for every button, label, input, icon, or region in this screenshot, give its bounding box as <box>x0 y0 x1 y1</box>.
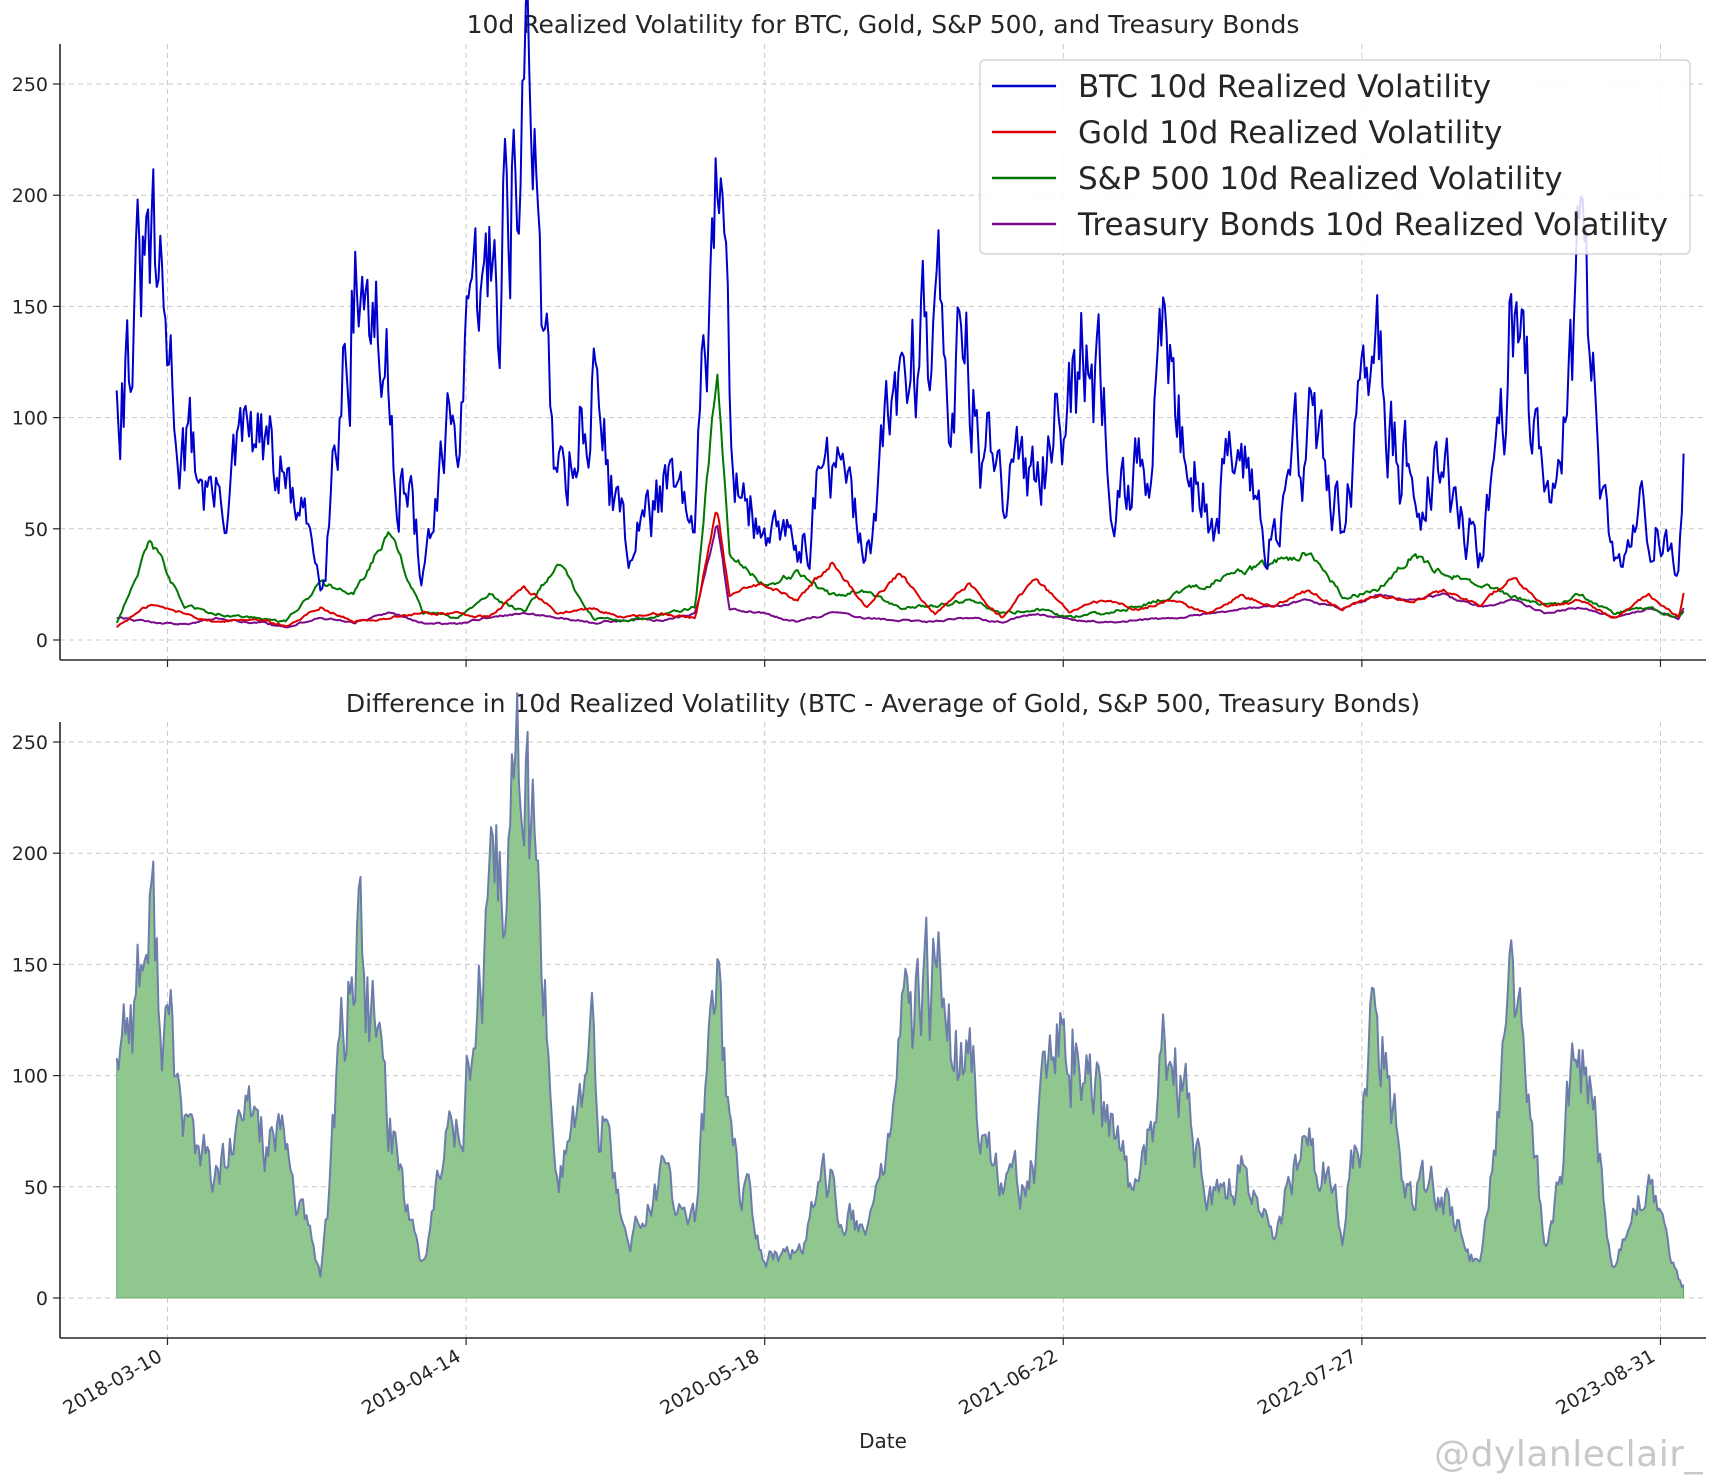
x-tick-label: 2021-06-22 <box>955 1345 1062 1419</box>
x-tick-label: 2020-05-18 <box>657 1345 764 1419</box>
watermark: @dylanleclair_ <box>1434 1434 1703 1475</box>
top-x-axis <box>166 660 1662 667</box>
x-tick-label: 2018-03-10 <box>59 1345 166 1419</box>
top-legend: BTC 10d Realized Volatility Gold 10d Real… <box>979 59 1691 255</box>
y-tick-label: 250 <box>12 74 48 96</box>
y-tick-label: 50 <box>24 1177 48 1199</box>
bottom-axes-frame <box>59 722 1706 1339</box>
top-axes-frame <box>59 44 1706 661</box>
bottom-chart-title: Difference in 10d Realized Volatility (B… <box>346 689 1420 718</box>
top-y-axis: 0 50 100 150 200 250 <box>12 74 60 652</box>
y-tick-label: 200 <box>12 185 48 207</box>
volatility-line-chart: 10d Realized Volatility for BTC, Gold, S… <box>12 0 1706 667</box>
difference-area-fill <box>116 693 1684 1299</box>
y-tick-label: 50 <box>24 519 48 541</box>
y-tick-label: 100 <box>12 408 48 430</box>
legend-label-gold: Gold 10d Realized Volatility <box>1078 115 1502 151</box>
series-line-btc <box>115 0 1685 592</box>
y-tick-label: 150 <box>12 296 48 318</box>
legend-label-btc: BTC 10d Realized Volatility <box>1078 69 1491 105</box>
series-line-gold <box>116 511 1685 628</box>
x-tick-label: 2023-08-31 <box>1552 1345 1659 1419</box>
bottom-series-group <box>115 692 1685 1299</box>
top-series-group <box>115 0 1685 629</box>
y-tick-label: 0 <box>36 1288 48 1310</box>
x-axis-label: Date <box>859 1429 907 1453</box>
top-chart-title: 10d Realized Volatility for BTC, Gold, S… <box>467 10 1300 39</box>
x-tick-label: 2019-04-14 <box>358 1345 465 1419</box>
y-tick-label: 150 <box>12 954 48 976</box>
legend-label-spx: S&P 500 10d Realized Volatility <box>1078 161 1563 197</box>
difference-line <box>115 692 1685 1288</box>
difference-area-chart: Difference in 10d Realized Volatility (B… <box>12 689 1706 1453</box>
legend-box <box>979 59 1691 255</box>
legend-label-bonds: Treasury Bonds 10d Realized Volatility <box>1077 207 1668 243</box>
bottom-x-axis: 2018-03-10 2019-04-14 2020-05-18 2021-06-22… <box>59 1338 1662 1420</box>
x-tick-label: 2022-07-27 <box>1254 1345 1361 1419</box>
y-tick-label: 200 <box>12 843 48 865</box>
y-tick-label: 100 <box>12 1066 48 1088</box>
series-line-spx <box>115 373 1685 624</box>
bottom-y-axis: 0 50 100 150 200 250 <box>12 732 60 1310</box>
y-tick-label: 250 <box>12 732 48 754</box>
y-tick-label: 0 <box>36 630 48 652</box>
